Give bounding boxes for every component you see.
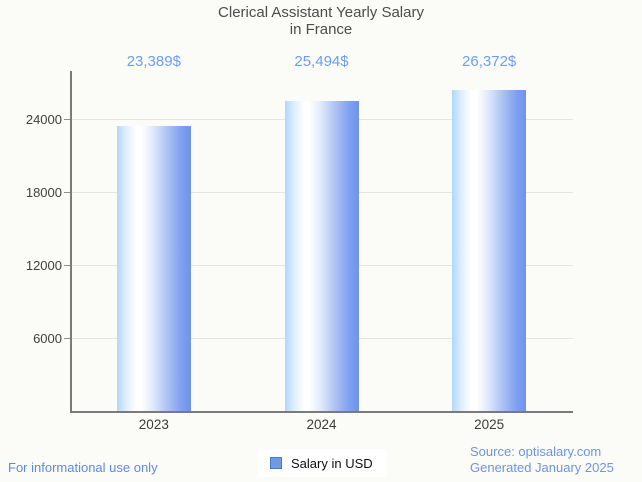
bar-2025[interactable]	[452, 90, 527, 411]
chart-title-line2: in France	[289, 21, 353, 38]
legend: Salary in USD	[258, 449, 387, 477]
y-axis-label-24000: 24000	[25, 111, 62, 127]
generated-date: Generated January 2025	[470, 460, 614, 475]
x-axis-label-2025: 2025	[474, 417, 505, 432]
bar-2024[interactable]	[284, 100, 359, 411]
bar-value-label-2023: 23,389$	[126, 53, 181, 70]
y-tickmark-12000	[64, 264, 70, 266]
y-axis-label-18000: 18000	[25, 184, 62, 200]
x-axis-label-2023: 2023	[138, 417, 169, 432]
bar-value-label-2025: 26,372$	[462, 53, 517, 70]
legend-label: Salary in USD	[291, 455, 373, 471]
y-tickmark-18000	[64, 191, 70, 193]
disclaimer-text: For informational use only	[8, 460, 158, 475]
y-axis-label-12000: 12000	[25, 257, 62, 273]
bar-value-label-2024: 25,494$	[294, 53, 349, 70]
y-tickmark-6000	[64, 337, 70, 339]
y-axis-label-6000: 6000	[33, 330, 62, 346]
y-axis-line	[70, 71, 72, 411]
y-tickmark-24000	[64, 118, 70, 120]
x-axis-label-2024: 2024	[306, 417, 337, 432]
source-attribution: Source: optisalary.com Generated January…	[470, 444, 614, 476]
source-link[interactable]: Source: optisalary.com	[470, 444, 602, 459]
chart-title-line1: Clerical Assistant Yearly Salary	[218, 4, 424, 21]
bar-2023[interactable]	[116, 126, 191, 411]
legend-swatch-icon	[270, 457, 282, 469]
x-axis-line	[70, 411, 573, 413]
chart-title: Clerical Assistant Yearly Salary in Fran…	[0, 4, 642, 38]
